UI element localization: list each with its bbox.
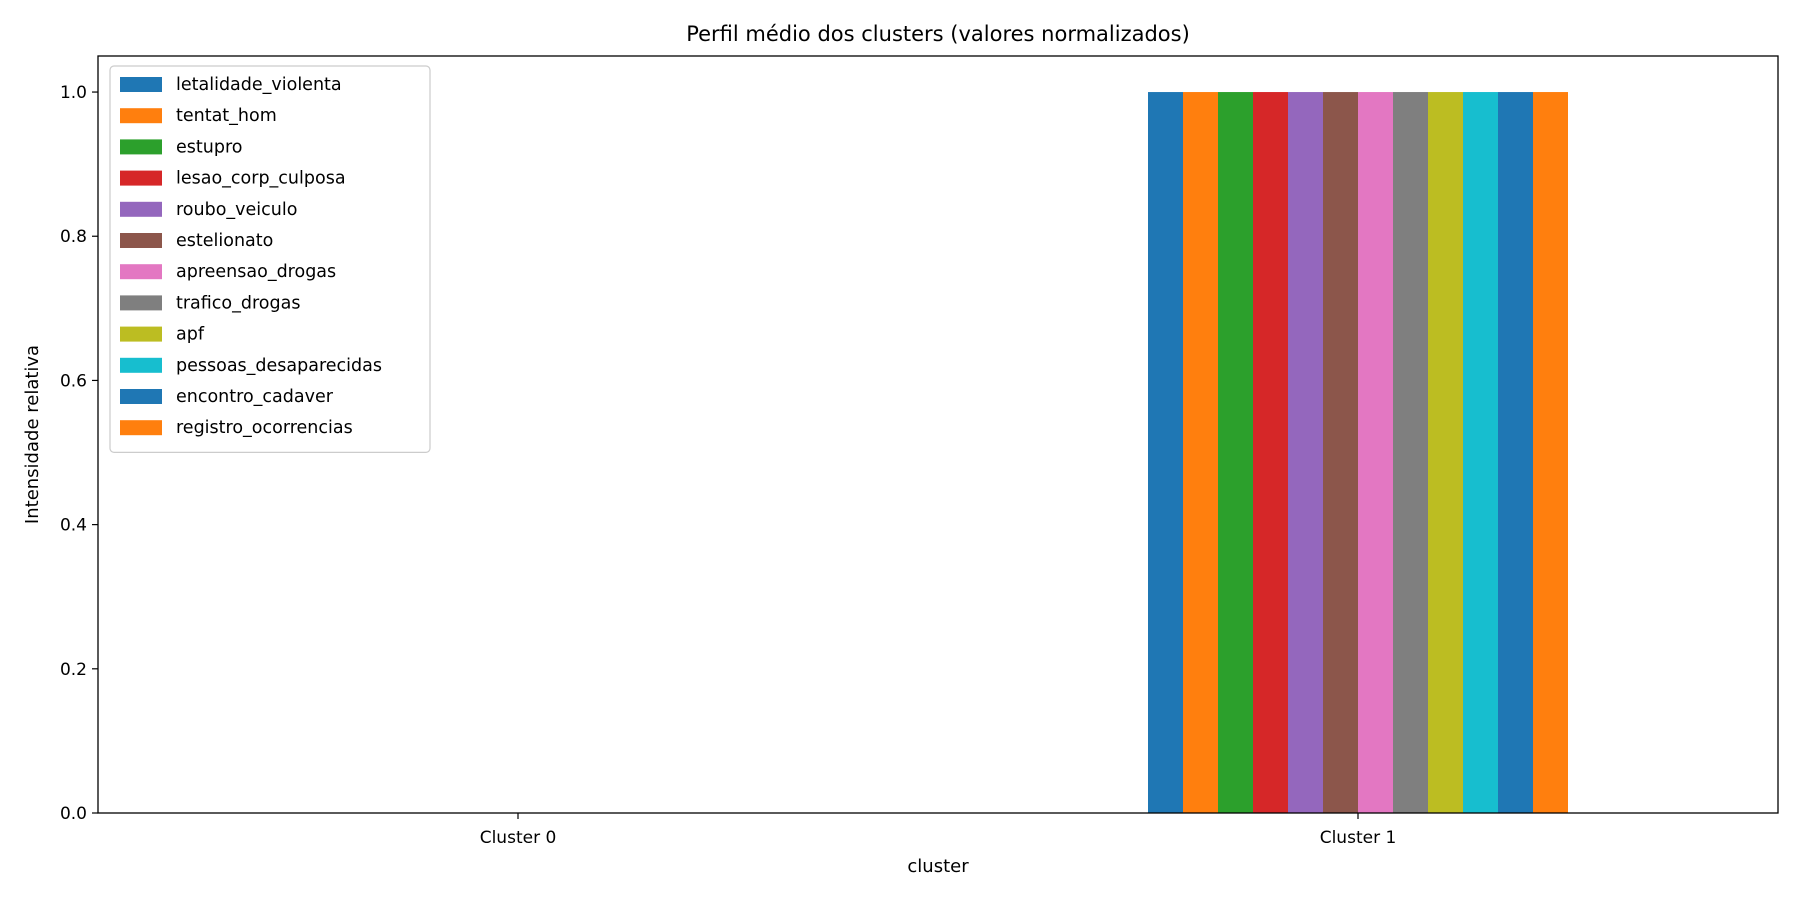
y-tick-label: 0.0 [60,804,87,824]
legend-label: registro_ocorrencias [176,418,353,438]
plot-frame [97,55,1779,814]
legend-label: lesao_corp_culposa [176,169,346,189]
legend-swatch [120,108,162,124]
bar-estupro-1 [1218,92,1253,814]
legend-label: estupro [176,137,242,157]
legend-label: pessoas_desaparecidas [176,356,382,376]
legend-label: apreensao_drogas [176,262,336,282]
y-axis-label: Intensidade relativa [22,345,43,524]
legend-label: trafico_drogas [176,293,300,313]
y-tick-label: 1.0 [60,83,87,103]
legend-swatch [120,264,162,280]
legend-swatch [120,295,162,311]
legend-label: tentat_hom [176,106,277,126]
y-axis: 0.0 0.2 0.4 0.6 0.8 1.0 [60,83,98,824]
legend-swatch [120,357,162,373]
bar-encontro_cadaver-1 [1498,92,1533,814]
bar-apreensao_drogas-1 [1358,92,1393,814]
legend-frame [109,65,431,453]
y-tick-label: 0.4 [60,516,87,536]
bars-layer [1148,92,1568,814]
bar-roubo_veiculo-1 [1288,92,1323,814]
legend-label: roubo_veiculo [176,200,297,220]
legend-swatch [120,389,162,404]
bar-lesao_corp_culposa-1 [1253,92,1288,814]
legend-swatch [120,139,162,155]
bar-trafico_drogas-1 [1393,92,1428,814]
x-tick-label: Cluster 1 [1320,828,1397,848]
legend-label: encontro_cadaver [176,387,334,407]
y-tick-label: 0.6 [60,371,87,391]
legend-swatch [120,326,162,342]
bar-estelionato-1 [1323,92,1358,814]
legend-swatch [120,201,162,217]
bar-apf-1 [1428,92,1463,814]
x-tick-label: Cluster 0 [480,828,557,848]
legend-label: estelionato [176,231,273,251]
y-tick-label: 0.8 [60,227,87,247]
legend-swatch [120,77,162,92]
legend-swatch [120,170,162,186]
x-axis-label: cluster [907,856,969,877]
legend-label: letalidade_violenta [176,75,342,95]
legend-label: apf [176,325,205,345]
legend-swatch [120,420,162,436]
bar-letalidade_violenta-1 [1148,92,1183,814]
bar-registro_ocorrencias-1 [1533,92,1568,814]
bar-tentat_hom-1 [1183,92,1218,814]
chart-title: Perfil médio dos clusters (valores norma… [686,22,1190,46]
x-axis: Cluster 0 Cluster 1 [480,813,1397,848]
bar-pessoas_desaparecidas-1 [1463,92,1498,814]
y-tick-label: 0.2 [60,660,87,680]
legend-swatch [120,233,162,248]
